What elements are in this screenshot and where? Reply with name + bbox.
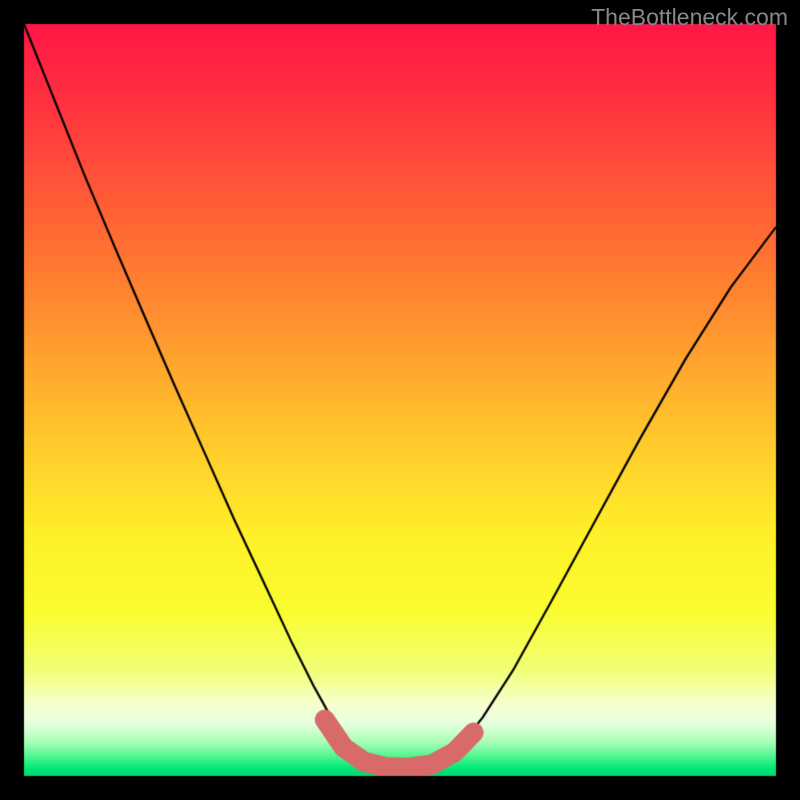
bottleneck-curve-chart: [0, 0, 800, 800]
watermark-text: TheBottleneck.com: [591, 4, 788, 31]
